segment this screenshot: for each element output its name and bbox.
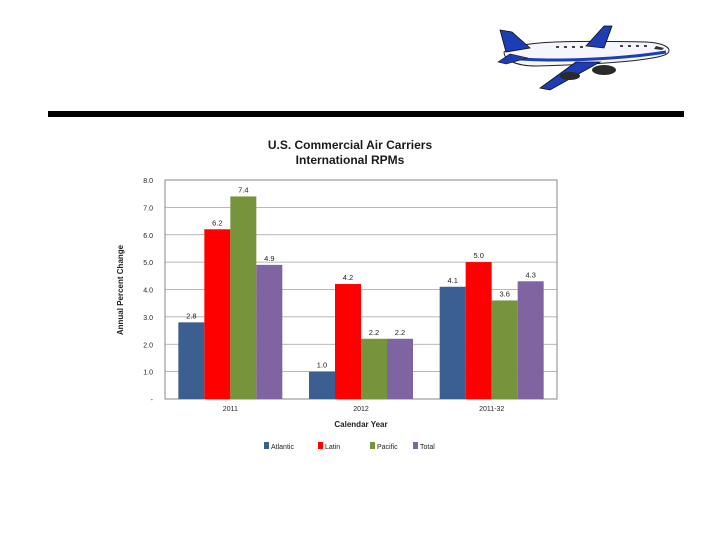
bar-value-label: 4.3 — [525, 270, 535, 279]
bar-value-label: 2.2 — [395, 328, 405, 337]
legend-swatch-atlantic — [264, 442, 269, 449]
divider-rule — [48, 111, 684, 117]
legend-label-latin: Latin — [325, 444, 340, 451]
bar-value-label: 2.2 — [369, 328, 379, 337]
y-axis-label: Annual Percent Change — [116, 244, 125, 335]
bar-value-label: 3.6 — [499, 289, 509, 298]
bar-latin-2011 — [204, 229, 231, 399]
y-tick-label: 3.0 — [143, 315, 153, 322]
bar-value-label: 6.2 — [212, 218, 222, 227]
y-tick-label: 1.0 — [143, 370, 153, 377]
bar-atlantic-2011 — [178, 322, 205, 399]
y-tick-label: 6.0 — [143, 233, 153, 240]
bar-atlantic-2012 — [309, 371, 335, 399]
bar-value-label: 2.8 — [186, 311, 196, 320]
bar-value-label: 4.1 — [447, 276, 457, 285]
legend-swatch-pacific — [370, 442, 375, 449]
chart-subtitle: International RPMs — [295, 153, 405, 167]
y-tick-label: 4.0 — [143, 288, 153, 295]
x-axis-label: Calendar Year — [334, 420, 387, 429]
x-tick-label: 2011-32 — [479, 406, 504, 413]
bar-atlantic-2011-32 — [439, 286, 466, 399]
y-tick-label: 2.0 — [143, 342, 153, 349]
bar-value-label: 4.2 — [343, 273, 353, 282]
legend-swatch-latin — [318, 442, 323, 449]
airplane-icon — [497, 25, 670, 91]
bar-value-labels: 2.8 6.2 7.4 4.9 1.0 4.2 2.2 2.2 4.1 5.0 3.6 4.3 — [186, 185, 536, 369]
chart-title: U.S. Commercial Air Carriers — [267, 138, 433, 152]
bar-latin-2012 — [335, 284, 361, 399]
y-tick-label: 8.0 — [143, 178, 153, 185]
y-tick-label: 5.0 — [143, 260, 153, 267]
y-tick-label: 7.0 — [143, 205, 153, 212]
bar-value-label: 5.0 — [473, 251, 483, 260]
bar-pacific-2012 — [361, 338, 387, 399]
bar-value-label: 7.4 — [238, 185, 248, 194]
x-tick-labels: 2011 2012 2011-32 — [223, 406, 505, 413]
bar-pacific-2011 — [230, 196, 257, 399]
bar-value-label: 1.0 — [317, 361, 327, 370]
bar-latin-2011-32 — [465, 262, 492, 399]
x-tick-label: 2012 — [353, 406, 369, 413]
bar-pacific-2011-32 — [491, 300, 518, 399]
legend-label-total: Total — [420, 444, 435, 451]
y-tick-labels: - 1.0 2.0 3.0 4.0 5.0 6.0 7.0 8.0 — [143, 178, 153, 404]
bar-total-2011 — [256, 264, 283, 399]
bar-value-label: 4.9 — [264, 254, 274, 263]
legend: Atlantic Latin Pacific Total — [264, 442, 435, 451]
chart-title-block: U.S. Commercial Air Carriers Internation… — [150, 138, 550, 168]
legend-label-pacific: Pacific — [377, 444, 398, 451]
bar-total-2011-32 — [517, 281, 544, 399]
bar-total-2012 — [387, 338, 413, 399]
legend-swatch-total — [413, 442, 418, 449]
bars — [178, 196, 544, 399]
y-tick-label: - — [151, 397, 154, 404]
legend-label-atlantic: Atlantic — [271, 444, 294, 451]
x-tick-label: 2011 — [223, 406, 238, 413]
